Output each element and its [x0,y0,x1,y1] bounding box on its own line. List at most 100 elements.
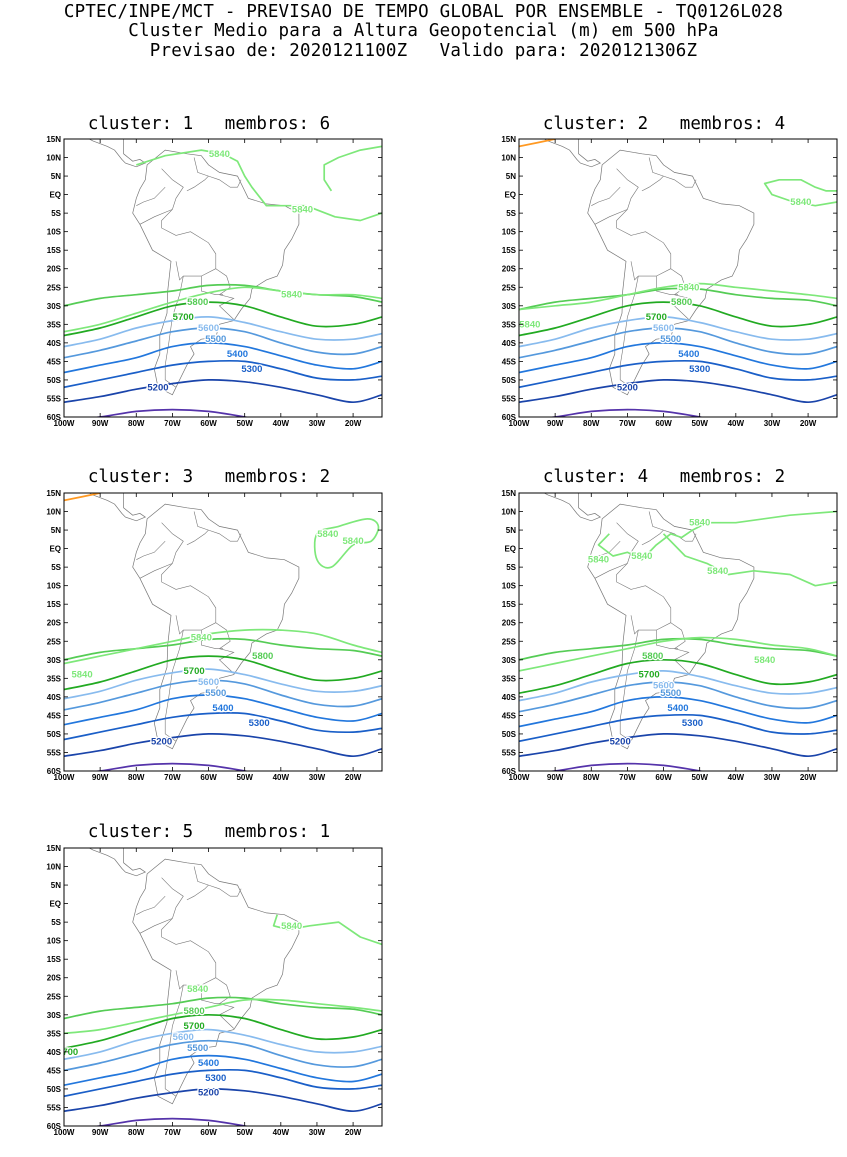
country-border [656,276,678,295]
lat-label: 15S [502,600,517,609]
contour-5500 [64,679,382,711]
lat-label: 20S [502,265,517,274]
lon-label: 20W [345,419,362,428]
south-america-coastline [132,503,300,750]
contour-5400 [519,696,837,728]
country-border [193,157,242,188]
lon-label: 50W [236,773,253,782]
country-border [164,985,184,1097]
contour-label: 5400 [678,349,699,360]
contour-5800 [519,637,837,661]
lat-label: 50S [47,376,62,385]
lat-label: 55S [47,394,62,403]
panel-title-4: cluster: 4 membros: 2 [542,467,786,487]
lat-label: 60S [47,413,62,422]
country-border [619,276,639,388]
lon-label: 80W [128,1128,145,1137]
contour-label: 5840 [790,197,811,208]
lat-label: 50S [502,376,517,385]
south-america-coastline [132,149,300,396]
contour-5800 [519,287,837,311]
contour-label: 5200 [617,382,638,393]
lat-label: 40S [47,339,62,348]
lat-label: 5S [506,563,516,572]
lat-label: 30S [502,656,517,665]
country-border [594,209,628,225]
panel-title-2: cluster: 2 membros: 4 [542,114,786,134]
central-america-coastline [88,139,147,168]
lat-label: 5S [51,209,61,218]
lon-label: 60W [200,773,217,782]
contour-label: 5840 [209,149,230,160]
lon-label: 40W [273,419,290,428]
contour-5500 [64,1039,382,1072]
lat-label: 25S [47,283,62,292]
contour-label: 5400 [212,703,233,714]
lat-label: 15S [47,955,62,964]
contour-5100 [92,408,250,417]
lat-label: 10S [502,228,517,237]
country-border [630,615,671,635]
contour-5100 [547,408,705,417]
lat-label: 40S [502,339,517,348]
contour-label: 5200 [198,1088,219,1099]
country-border [175,615,216,635]
lat-label: 45S [47,357,62,366]
lon-label: 100W [509,419,530,428]
lat-label: 25S [47,637,62,646]
contour-label: 5840 [317,529,338,540]
contour-label: 5600 [653,323,674,334]
lat-label: 45S [502,711,517,720]
contour-5500 [519,681,837,713]
lat-label: EQ [504,545,516,554]
lat-label: 60S [502,413,517,422]
contour-label: 5300 [689,364,710,375]
lat-label: 15N [501,489,516,498]
south-america-coastline [587,503,755,750]
contour-5400 [64,342,382,374]
contour-5600 [519,670,837,702]
central-america-coastline [88,493,147,522]
contour-label: 5300 [249,718,270,729]
lat-label: 20S [47,974,62,983]
contour-5700 [64,301,382,337]
lon-label: 90W [547,419,564,428]
country-border [139,563,173,579]
country-border [648,511,697,542]
map-frame [518,492,838,772]
contour-5840 [313,518,380,569]
contour-label: 5500 [187,1043,208,1054]
contour-5200 [64,1087,382,1113]
lat-label: 15N [46,489,61,498]
contour-5300 [64,1068,382,1098]
contour-label: 5800 [184,1006,205,1017]
contour-label: 5840 [187,984,208,995]
lon-label: 20W [800,773,817,782]
contour-label: 5700 [184,666,205,677]
contour-5840 [272,914,382,946]
lon-label: 90W [92,1128,109,1137]
contour-label: 5840 [519,319,540,330]
lon-label: 30W [309,773,326,782]
lon-label: 40W [273,1128,290,1137]
contour-label: 5800 [252,651,273,662]
map-frame [63,138,383,418]
lon-label: 80W [128,773,145,782]
contour-5500 [64,327,382,359]
lat-label: 15N [46,844,61,853]
contour-5840 [64,628,382,665]
header-forecast-times: Previsao de: 2020121100Z Valido para: 20… [149,41,698,61]
lat-label: 10N [46,154,61,163]
lat-label: 35S [47,674,62,683]
contour-5800 [64,996,382,1020]
country-border [616,168,639,210]
country-border [161,168,184,210]
contour-5840 [64,998,382,1035]
contour-label: 5500 [660,688,681,699]
country-border [193,511,242,542]
contour-5840 [323,145,382,192]
lat-label: 10N [501,154,516,163]
contour-5600 [64,668,382,700]
lon-label: 80W [128,419,145,428]
